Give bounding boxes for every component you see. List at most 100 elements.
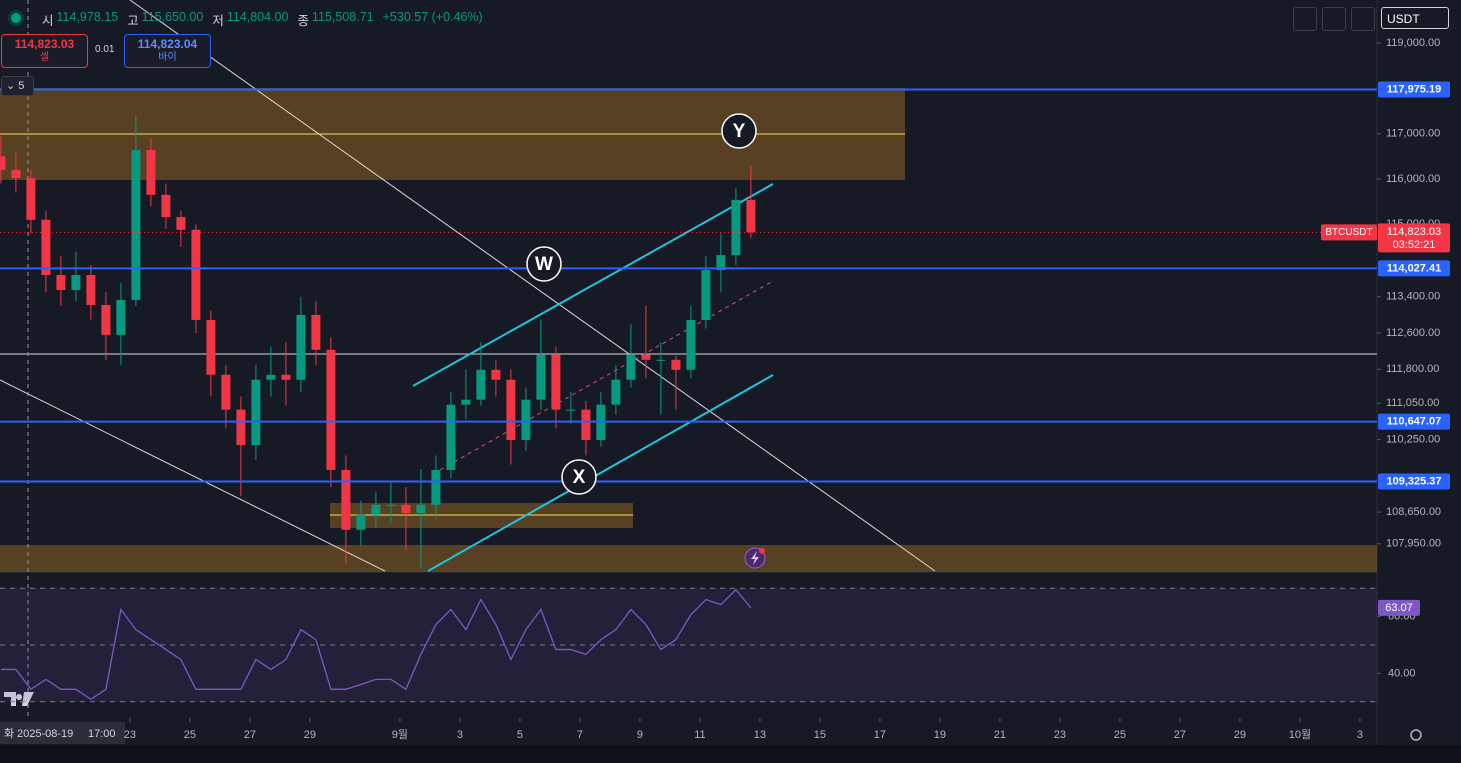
spread: 0.01 [95, 44, 115, 55]
trend-line [0, 379, 386, 572]
close-value: 115,508.71 [311, 10, 374, 24]
candle-body [401, 504, 411, 513]
candle-body [671, 359, 681, 370]
candle-body [446, 404, 456, 470]
candle-body [221, 374, 231, 410]
sell-button[interactable]: 114,823.03 셀 [1, 34, 88, 68]
lightning-icon[interactable] [744, 547, 766, 569]
wave-label: Y [733, 121, 746, 142]
x-tick-label: 3 [457, 729, 463, 741]
candle-body [296, 314, 306, 380]
sell-label: 셀 [39, 52, 50, 63]
candle-body [116, 300, 126, 335]
countdown: 03:52:21 [1393, 239, 1436, 251]
crosshair-date-bg [0, 722, 125, 744]
candle-body [206, 319, 216, 375]
candle-body [476, 369, 486, 400]
last-price-label: 114,823.03 [1387, 226, 1441, 238]
scroll-down-button[interactable] [1322, 7, 1346, 31]
tv-logo [4, 692, 34, 706]
trend-line [129, 0, 936, 572]
x-tick-label: 9월 [392, 728, 408, 741]
wave-label: W [535, 254, 553, 275]
buy-price: 114,823.04 [137, 37, 198, 51]
reset-button[interactable] [1351, 7, 1375, 31]
layers-count: 5 [18, 80, 25, 92]
candle-body [101, 304, 111, 335]
x-tick-label: 13 [754, 729, 766, 741]
candle-body [566, 409, 576, 411]
candle-body [356, 514, 366, 530]
scroll-up-button[interactable] [1293, 7, 1317, 31]
candle-body [0, 156, 6, 170]
candle-body [341, 469, 351, 530]
candle-body [731, 199, 741, 256]
demand-zone [0, 545, 1377, 572]
ohlc-header: 시 114,978.15 고 115,650.00 저 114,804.00 종 115… [42, 10, 489, 29]
candle-body [641, 354, 651, 360]
level-label-bg [1378, 81, 1450, 98]
candle-body [56, 275, 66, 291]
x-tick-label: 25 [1114, 729, 1126, 741]
candle-body [521, 399, 531, 441]
candle-body [326, 349, 336, 470]
level-label-bg [1378, 473, 1450, 490]
x-tick-label: 29 [1234, 729, 1246, 741]
candle-body [656, 359, 666, 361]
x-tick-label: 23 [1054, 729, 1066, 741]
candle-body [176, 217, 186, 230]
x-tick-label: 27 [1174, 729, 1186, 741]
wave-marker [561, 459, 597, 495]
candle-body [191, 229, 201, 320]
candle-body [131, 150, 141, 301]
wave-label: X [573, 467, 586, 488]
y-tick-label: 107,950.00 [1386, 538, 1441, 550]
candle-body [371, 504, 381, 515]
candle-body [611, 379, 621, 405]
status-dot [11, 13, 21, 23]
symbol-label-bg [1321, 224, 1377, 241]
wave-marker [721, 113, 757, 149]
symbol-label: BTCUSDT [1325, 227, 1372, 238]
candle-body [686, 319, 696, 370]
candle-body [161, 194, 171, 218]
y-tick-label: 112,600.00 [1386, 327, 1440, 339]
y-tick-label: 117,000.00 [1386, 128, 1440, 140]
x-tick-label: 29 [304, 729, 316, 741]
y-tick-label: 110,250.00 [1386, 433, 1440, 445]
candle-body [551, 354, 561, 410]
level-label: 110,647.07 [1387, 415, 1441, 427]
rsi-band [0, 588, 1377, 702]
wave-marker [526, 246, 562, 282]
buy-button[interactable]: 114,823.04 바이 [124, 34, 211, 68]
candle-body [581, 409, 591, 441]
level-label-bg [1378, 413, 1450, 430]
candle-body [266, 374, 276, 380]
x-tick-label: 5 [517, 729, 523, 741]
x-tick-label: 17 [874, 729, 886, 741]
high-label: 고 [127, 14, 139, 28]
crosshair-date: 2025-08-19 [17, 728, 73, 740]
x-tick-label: 21 [994, 729, 1006, 741]
open-label: 시 [42, 14, 54, 28]
crosshair-day: 화 [4, 727, 14, 740]
x-tick-label: 19 [934, 729, 946, 741]
y-tick-label: 111,050.00 [1386, 397, 1439, 409]
candle-body [86, 275, 96, 305]
layers-toggle[interactable]: ⌄ 5 [1, 76, 34, 96]
candle-body [461, 399, 471, 405]
candle-body [41, 219, 51, 276]
level-label: 109,325.37 [1386, 475, 1441, 487]
sell-price: 114,823.03 [14, 37, 75, 51]
y-tick-label: 113,400.00 [1386, 291, 1440, 303]
settings-icon[interactable] [1410, 729, 1422, 741]
high-value: 115,650.00 [141, 10, 204, 24]
rsi-value-bg [1378, 599, 1420, 616]
buy-label: 바이 [158, 52, 177, 63]
rsi-line [0, 588, 752, 701]
candle-body [26, 178, 36, 220]
change: +530.57 (+0.46%) [382, 10, 483, 24]
channel-line [412, 183, 774, 387]
currency-select[interactable]: USDT [1381, 7, 1449, 29]
